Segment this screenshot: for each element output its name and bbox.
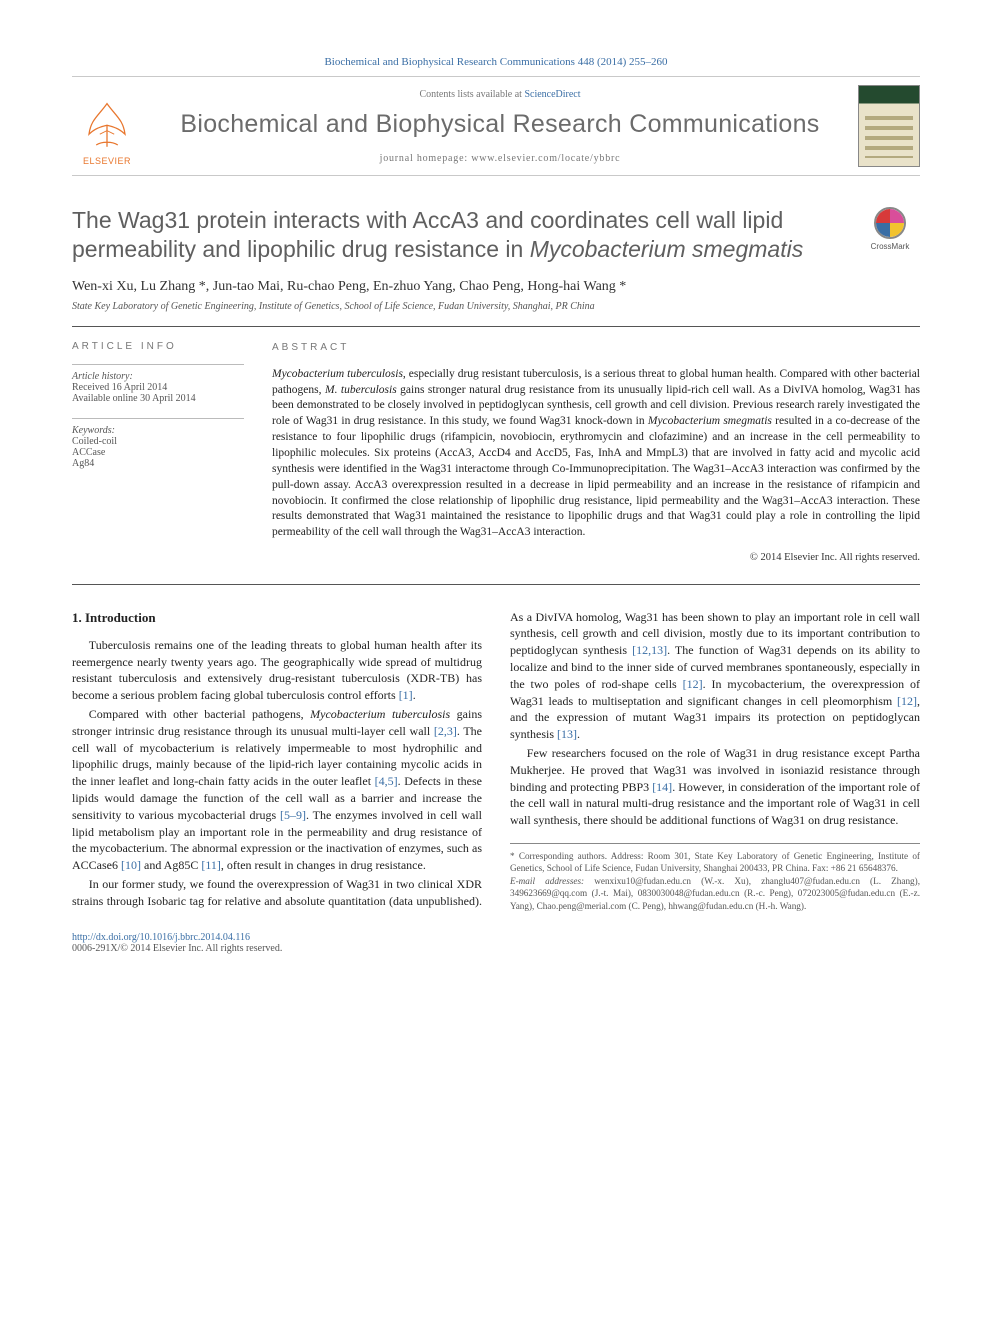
intro-p2: Compared with other bacterial pathogens,… bbox=[72, 706, 482, 874]
journal-home-prefix: journal homepage: bbox=[380, 153, 472, 164]
journal-header: ELSEVIER Contents lists available at Sci… bbox=[72, 76, 920, 176]
body-columns: 1. Introduction Tuberculosis remains one… bbox=[72, 609, 920, 912]
keyword: Coiled-coil bbox=[72, 436, 244, 447]
contents-prefix: Contents lists available at bbox=[419, 89, 524, 100]
received-date: Received 16 April 2014 bbox=[72, 382, 244, 393]
contents-available-line: Contents lists available at ScienceDirec… bbox=[150, 89, 850, 100]
ref-link[interactable]: [11] bbox=[201, 858, 221, 872]
keyword: ACCase bbox=[72, 447, 244, 458]
p1-text: Tuberculosis remains one of the leading … bbox=[72, 638, 482, 702]
p3e: . bbox=[577, 727, 580, 741]
intro-p1: Tuberculosis remains one of the leading … bbox=[72, 637, 482, 704]
affiliation: State Key Laboratory of Genetic Engineer… bbox=[72, 301, 920, 312]
corr-author-note: * Corresponding authors. Address: Room 3… bbox=[510, 850, 920, 875]
article-title: The Wag31 protein interacts with AccA3 a… bbox=[72, 206, 846, 265]
abstract-heading: ABSTRACT bbox=[272, 341, 920, 355]
ref-link[interactable]: [10] bbox=[121, 858, 141, 872]
p1-end: . bbox=[413, 688, 416, 702]
journal-cover-thumb bbox=[858, 85, 920, 167]
p2f: and Ag85C bbox=[141, 858, 201, 872]
p2g: , often result in changes in drug resist… bbox=[221, 858, 426, 872]
emails-line: E-mail addresses: wenxixu10@fudan.edu.cn… bbox=[510, 875, 920, 912]
article-info-heading: ARTICLE INFO bbox=[72, 341, 244, 352]
ref-link[interactable]: [12,13] bbox=[632, 643, 667, 657]
elsevier-tree-icon bbox=[80, 100, 134, 154]
section-heading: 1. Introduction bbox=[72, 609, 482, 627]
emails-label: E-mail addresses: bbox=[510, 876, 594, 886]
ref-link[interactable]: [5–9] bbox=[280, 808, 306, 822]
crossmark-badge[interactable]: CrossMark bbox=[860, 206, 920, 251]
ref-link[interactable]: [1] bbox=[399, 688, 413, 702]
keywords-head: Keywords: bbox=[72, 425, 244, 436]
journal-home-url: www.elsevier.com/locate/ybbrc bbox=[471, 153, 620, 164]
abstract-body: Mycobacterium tuberculosis, especially d… bbox=[272, 367, 920, 541]
crossmark-label: CrossMark bbox=[871, 242, 910, 251]
doi-block: http://dx.doi.org/10.1016/j.bbrc.2014.04… bbox=[72, 932, 920, 954]
crossmark-icon bbox=[873, 206, 907, 240]
ref-link[interactable]: [14] bbox=[652, 780, 672, 794]
section-rule bbox=[72, 584, 920, 585]
citation-header: Biochemical and Biophysical Research Com… bbox=[72, 56, 920, 68]
online-date: Available online 30 April 2014 bbox=[72, 393, 244, 404]
intro-p4: Few researchers focused on the role of W… bbox=[510, 745, 920, 829]
elsevier-logo: ELSEVIER bbox=[72, 86, 142, 166]
journal-homepage: journal homepage: www.elsevier.com/locat… bbox=[150, 153, 850, 164]
elsevier-wordmark: ELSEVIER bbox=[83, 156, 131, 166]
p2a: Compared with other bacterial pathogens, bbox=[89, 707, 310, 721]
authors-line: Wen-xi Xu, Lu Zhang *, Jun-tao Mai, Ru-c… bbox=[72, 279, 920, 295]
doi-link[interactable]: http://dx.doi.org/10.1016/j.bbrc.2014.04… bbox=[72, 932, 250, 943]
ref-link[interactable]: [12] bbox=[897, 694, 917, 708]
ref-link[interactable]: [12] bbox=[683, 677, 703, 691]
journal-title: Biochemical and Biophysical Research Com… bbox=[150, 110, 850, 139]
article-info: ARTICLE INFO Article history: Received 1… bbox=[72, 341, 244, 566]
ref-link[interactable]: [13] bbox=[557, 727, 577, 741]
p2-species: Mycobacterium tuberculosis bbox=[310, 707, 450, 721]
sciencedirect-link[interactable]: ScienceDirect bbox=[524, 89, 580, 100]
abstract: ABSTRACT Mycobacterium tuberculosis, esp… bbox=[272, 341, 920, 566]
abstract-copyright: © 2014 Elsevier Inc. All rights reserved… bbox=[272, 551, 920, 565]
history-head: Article history: bbox=[72, 371, 244, 382]
keyword: Ag84 bbox=[72, 458, 244, 469]
corresponding-footnote: * Corresponding authors. Address: Room 3… bbox=[510, 843, 920, 912]
ref-link[interactable]: [2,3] bbox=[434, 724, 457, 738]
issn-copyright: 0006-291X/© 2014 Elsevier Inc. All right… bbox=[72, 943, 282, 954]
article-title-species: Mycobacterium smegmatis bbox=[530, 236, 804, 262]
ref-link[interactable]: [4,5] bbox=[375, 774, 398, 788]
